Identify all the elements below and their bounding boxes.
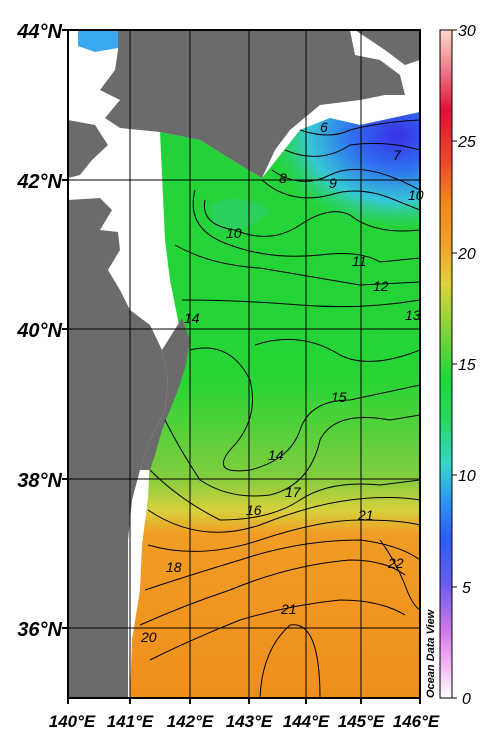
ocean-data-view-credit: Ocean Data View [425, 608, 437, 698]
land-honshu-east-coast [140, 318, 190, 470]
contour-lines [139, 119, 420, 698]
contour-label: 14 [184, 310, 200, 326]
contour-label: 18 [166, 559, 182, 575]
plot-frame [67, 29, 421, 699]
colorbar-tick-label: 5 [462, 580, 471, 597]
lon-label: 146°E [393, 712, 440, 731]
contour-label: 14 [268, 447, 284, 463]
contour-label: 9 [329, 175, 337, 191]
lon-label: 141°E [107, 712, 154, 731]
contour-label: 21 [280, 601, 297, 617]
contour-label: 12 [373, 278, 389, 294]
lat-label: 36°N [17, 619, 62, 641]
land-peninsula [68, 120, 108, 178]
cool-patch-west [210, 198, 270, 231]
contour-label: 8 [279, 170, 287, 186]
lat-label: 40°N [16, 320, 62, 342]
colorbar-gradient [439, 29, 453, 699]
contour-label: 11 [352, 253, 367, 269]
contour-label: 21 [357, 507, 374, 523]
contour-labels: 6 7 8 9 10 10 11 12 13 14 14 15 16 17 18… [140, 119, 424, 645]
lon-label: 140°E [49, 712, 96, 731]
lat-label: 44°N [16, 21, 62, 43]
lon-label: 143°E [226, 712, 273, 731]
colorbar-tick-label: 30 [458, 23, 476, 40]
colorbar-tick-label: 10 [458, 468, 476, 485]
longitude-labels: 140°E 141°E 142°E 143°E 144°E 145°E 146°… [49, 712, 440, 731]
lon-label: 144°E [283, 712, 330, 731]
lat-label: 38°N [17, 470, 62, 492]
contour-label: 10 [226, 225, 242, 241]
colorbar-tick-label: 0 [462, 691, 471, 708]
contour-label: 6 [320, 119, 328, 135]
contour-label: 16 [246, 502, 262, 518]
land-hokkaido-north [355, 30, 420, 65]
contour-label: 17 [285, 484, 302, 500]
lat-label: 42°N [16, 171, 62, 193]
contour-label: 20 [140, 629, 157, 645]
contour-label: 10 [408, 187, 424, 203]
contour-label: 7 [393, 147, 402, 163]
land-hokkaido [100, 30, 405, 178]
colorbar-tick-label: 15 [458, 357, 476, 374]
contour-label: 15 [331, 389, 347, 405]
blue-patch-northwest [78, 30, 118, 52]
lon-label: 145°E [338, 712, 385, 731]
colorbar-tick-label: 20 [457, 246, 476, 263]
latitude-labels: 44°N 42°N 40°N 38°N 36°N [16, 21, 62, 641]
land-honshu [68, 198, 168, 698]
colorbar: 30 25 20 15 10 5 0 [439, 23, 476, 708]
contour-label: 13 [405, 307, 421, 323]
graticule [68, 30, 420, 698]
frame-ticks [62, 29, 421, 704]
colorbar-tick-label: 25 [457, 134, 476, 151]
lon-label: 142°E [167, 712, 214, 731]
contour-label: 22 [387, 555, 404, 571]
